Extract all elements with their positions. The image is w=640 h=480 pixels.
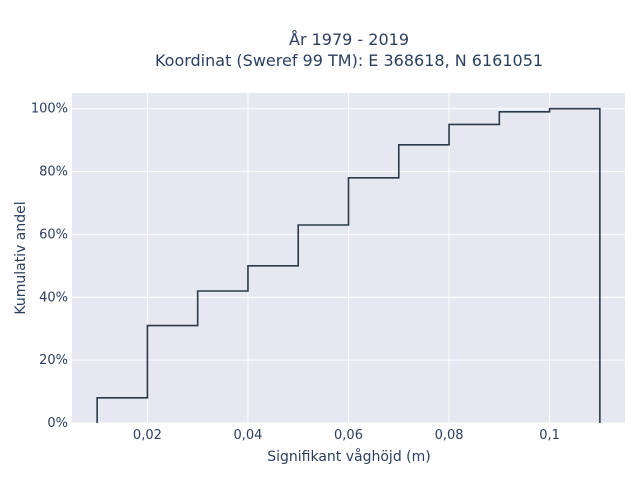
x-tick-label: 0,06 — [334, 428, 363, 443]
x-axis-title: Signifikant våghöjd (m) — [267, 448, 430, 465]
x-tick-label: 0,1 — [539, 428, 560, 443]
y-axis-ticks: 0% 20% 40% 60% 80% 100% — [31, 102, 68, 431]
y-tick-label: 40% — [39, 290, 68, 305]
chart-title-line1: År 1979 - 2019 — [289, 30, 409, 49]
x-tick-label: 0,04 — [233, 428, 262, 443]
y-tick-label: 100% — [31, 102, 68, 117]
y-tick-label: 80% — [39, 165, 68, 180]
y-tick-label: 60% — [39, 227, 68, 242]
x-tick-label: 0,08 — [435, 428, 464, 443]
x-axis-ticks: 0,02 0,04 0,06 0,08 0,1 — [133, 428, 560, 443]
cumulative-step-line — [96, 107, 601, 423]
x-tick-label: 0,02 — [133, 428, 162, 443]
y-tick-label: 20% — [39, 353, 68, 368]
grid — [72, 93, 625, 424]
chart-title-line2: Koordinat (Sweref 99 TM): E 368618, N 61… — [155, 51, 543, 70]
y-tick-label: 0% — [47, 416, 68, 431]
y-axis-title: Kumulativ andel — [13, 201, 29, 314]
